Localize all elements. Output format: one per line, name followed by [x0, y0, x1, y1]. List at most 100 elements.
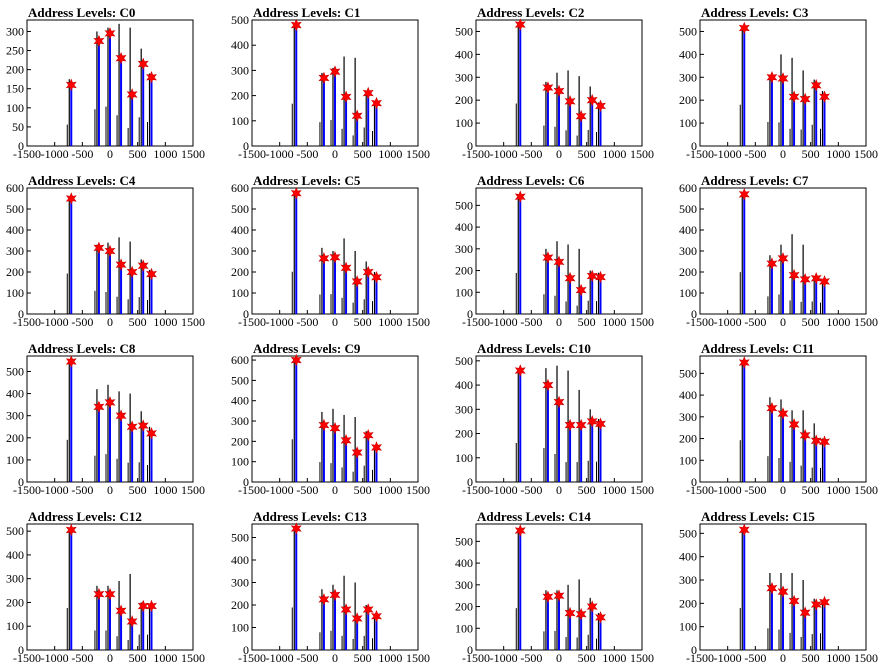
chart-title: Address Levels: C15 — [701, 509, 815, 524]
y-tick-label: 400 — [6, 387, 24, 401]
x-tick-label: 0 — [107, 315, 113, 329]
peak-marker — [777, 72, 789, 85]
peak-marker — [146, 267, 157, 281]
x-tick-label: 500 — [354, 483, 372, 497]
chart-panel: Address Levels: C7 0 100 200 300 400 500 600 -15… — [679, 173, 878, 329]
peak-marker — [542, 81, 554, 94]
x-tick-label: 1500 — [854, 483, 878, 497]
peak-marker — [542, 251, 554, 264]
chart-title: Address Levels: C10 — [477, 341, 591, 356]
x-tick-label: -1000 — [714, 315, 742, 329]
peak-marker — [819, 435, 830, 449]
x-tick-label: 500 — [802, 651, 820, 665]
peak-marker — [766, 70, 778, 84]
y-tick-label: 100 — [231, 114, 249, 128]
peak-marker — [104, 396, 116, 409]
x-tick-label: 1500 — [630, 651, 654, 665]
y-tick-label: 500 — [231, 202, 249, 216]
chart-panel: Address Levels: C80100200300400500-1500-… — [6, 341, 205, 497]
x-tick-label: -1500 — [462, 315, 490, 329]
x-tick-label: -500 — [520, 651, 542, 665]
x-tick-label: 0 — [780, 483, 786, 497]
peak-marker — [329, 421, 341, 435]
x-tick-label: -1500 — [686, 651, 714, 665]
y-tick-label: 0 — [243, 307, 249, 321]
peak-marker — [146, 599, 157, 613]
x-tick-label: 0 — [780, 147, 786, 161]
x-tick-label: 0 — [332, 315, 338, 329]
peak-marker — [115, 258, 127, 271]
y-tick-label: 500 — [679, 526, 697, 540]
y-tick-label: 0 — [18, 475, 24, 489]
x-tick-label: 1500 — [406, 315, 430, 329]
y-tick-label: 400 — [231, 553, 249, 567]
x-tick-label: 1000 — [602, 483, 626, 497]
peak-marker — [777, 407, 789, 420]
peak-marker — [595, 270, 606, 284]
x-tick-label: 0 — [780, 315, 786, 329]
y-tick-label: 400 — [6, 223, 24, 237]
peak-marker — [586, 269, 598, 283]
x-tick-label: -500 — [744, 651, 766, 665]
x-tick-label: 1000 — [826, 147, 850, 161]
x-tick-label: -1000 — [490, 483, 518, 497]
y-tick-label: 100 — [6, 101, 24, 115]
peak-marker — [93, 400, 105, 414]
y-tick-label: 500 — [231, 373, 249, 387]
x-tick-label: 1000 — [826, 483, 850, 497]
y-tick-label: 500 — [679, 366, 697, 380]
y-tick-label: 200 — [679, 432, 697, 446]
x-tick-label: 1500 — [630, 147, 654, 161]
peak-marker — [290, 353, 302, 367]
chart-panel: Address Levels: C0 0 50 100 150 200 250 300 -150… — [6, 5, 205, 161]
peak-marker — [810, 78, 822, 92]
y-tick-label: 300 — [455, 70, 473, 84]
peak-marker — [340, 90, 352, 104]
x-tick-label: -1500 — [13, 315, 41, 329]
y-tick-label: 0 — [691, 307, 697, 321]
x-tick-label: 1500 — [406, 147, 430, 161]
y-tick-label: 400 — [231, 223, 249, 237]
y-tick-label: 100 — [231, 286, 249, 300]
peak-marker — [766, 581, 778, 595]
x-tick-label: -500 — [71, 147, 93, 161]
y-tick-label: 0 — [18, 307, 24, 321]
y-tick-label: 300 — [231, 244, 249, 258]
peak-marker — [290, 186, 302, 200]
x-tick-label: -1000 — [490, 651, 518, 665]
y-tick-label: 100 — [455, 451, 473, 465]
peak-marker — [371, 609, 382, 623]
y-tick-label: 0 — [691, 139, 697, 153]
x-tick-label: -1500 — [686, 147, 714, 161]
x-tick-label: 0 — [556, 147, 562, 161]
peak-marker — [810, 434, 822, 448]
y-tick-label: 300 — [6, 409, 24, 423]
x-tick-label: 1500 — [181, 315, 205, 329]
peak-marker — [595, 99, 606, 113]
x-tick-label: -1500 — [238, 651, 266, 665]
x-tick-label: 500 — [129, 483, 147, 497]
chart-title: Address Levels: C2 — [477, 5, 584, 20]
peak-marker — [137, 57, 149, 71]
peak-marker — [819, 90, 830, 104]
x-tick-label: -1000 — [714, 147, 742, 161]
x-tick-label: -500 — [296, 315, 318, 329]
x-tick-label: 1000 — [602, 147, 626, 161]
x-tick-label: -500 — [71, 651, 93, 665]
y-tick-label: 600 — [679, 181, 697, 195]
x-tick-label: -500 — [744, 147, 766, 161]
peak-marker — [738, 187, 750, 201]
peak-marker — [553, 255, 565, 269]
chart-title: Address Levels: C0 — [28, 5, 135, 20]
peak-marker — [351, 275, 363, 288]
peak-marker — [65, 523, 77, 537]
x-tick-label: 500 — [802, 315, 820, 329]
peak-marker — [564, 418, 576, 432]
chart-title: Address Levels: C13 — [253, 509, 367, 524]
y-tick-label: 400 — [455, 378, 473, 392]
y-tick-label: 300 — [679, 410, 697, 424]
x-tick-label: 1500 — [854, 315, 878, 329]
x-tick-label: -1500 — [686, 483, 714, 497]
x-tick-label: 1500 — [854, 147, 878, 161]
peak-marker — [738, 523, 750, 537]
